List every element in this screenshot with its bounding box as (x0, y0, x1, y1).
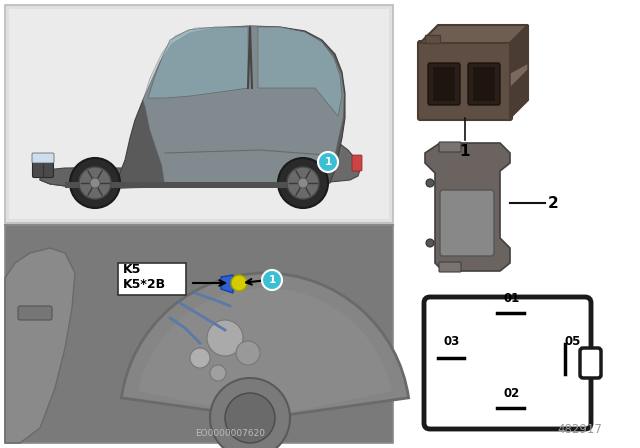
Polygon shape (425, 35, 440, 43)
Polygon shape (143, 26, 344, 187)
Circle shape (262, 270, 282, 290)
Circle shape (225, 393, 275, 443)
Polygon shape (221, 275, 233, 293)
Polygon shape (5, 248, 75, 443)
Text: 482917: 482917 (557, 423, 602, 436)
FancyBboxPatch shape (33, 163, 54, 177)
Circle shape (231, 275, 247, 291)
Circle shape (318, 152, 338, 172)
Circle shape (287, 167, 319, 199)
FancyBboxPatch shape (418, 41, 512, 120)
Text: K5: K5 (123, 263, 141, 276)
Circle shape (90, 178, 100, 188)
Text: 03: 03 (444, 335, 460, 348)
Circle shape (210, 378, 290, 448)
Polygon shape (258, 27, 342, 116)
Text: 05: 05 (565, 335, 581, 348)
FancyBboxPatch shape (580, 348, 601, 378)
FancyBboxPatch shape (473, 67, 495, 101)
Text: EO0000007620: EO0000007620 (195, 429, 265, 438)
Text: 1: 1 (324, 157, 332, 167)
FancyBboxPatch shape (468, 63, 500, 105)
Bar (584, 353, 589, 373)
Circle shape (426, 239, 434, 247)
Text: K5*2B: K5*2B (123, 278, 166, 291)
Polygon shape (510, 25, 528, 118)
Polygon shape (420, 25, 528, 43)
Bar (5, 225, 393, 443)
FancyBboxPatch shape (352, 155, 362, 171)
FancyBboxPatch shape (439, 262, 461, 272)
Polygon shape (115, 26, 345, 188)
FancyBboxPatch shape (424, 297, 591, 429)
Text: 2: 2 (548, 195, 559, 211)
Circle shape (79, 167, 111, 199)
Text: 01: 01 (504, 292, 520, 305)
Polygon shape (510, 63, 528, 88)
Circle shape (70, 158, 120, 208)
FancyBboxPatch shape (440, 190, 494, 256)
FancyBboxPatch shape (18, 306, 52, 320)
Polygon shape (148, 27, 248, 98)
Circle shape (207, 320, 243, 356)
Circle shape (426, 179, 434, 187)
Circle shape (298, 178, 308, 188)
Wedge shape (122, 273, 408, 418)
Bar (9, 9, 389, 219)
FancyBboxPatch shape (32, 153, 54, 163)
Text: 1: 1 (268, 275, 276, 285)
Bar (5, 5, 393, 223)
Bar (65, 182, 303, 188)
FancyBboxPatch shape (439, 142, 461, 152)
Circle shape (210, 365, 226, 381)
Text: 02: 02 (504, 387, 520, 400)
Circle shape (190, 348, 210, 368)
Polygon shape (425, 143, 510, 271)
FancyBboxPatch shape (428, 63, 460, 105)
Bar (118, 263, 186, 295)
Circle shape (278, 158, 328, 208)
Text: 1: 1 (460, 144, 470, 159)
Wedge shape (138, 288, 392, 418)
Circle shape (236, 341, 260, 365)
FancyBboxPatch shape (433, 67, 455, 101)
Polygon shape (40, 130, 360, 188)
Polygon shape (40, 168, 120, 188)
